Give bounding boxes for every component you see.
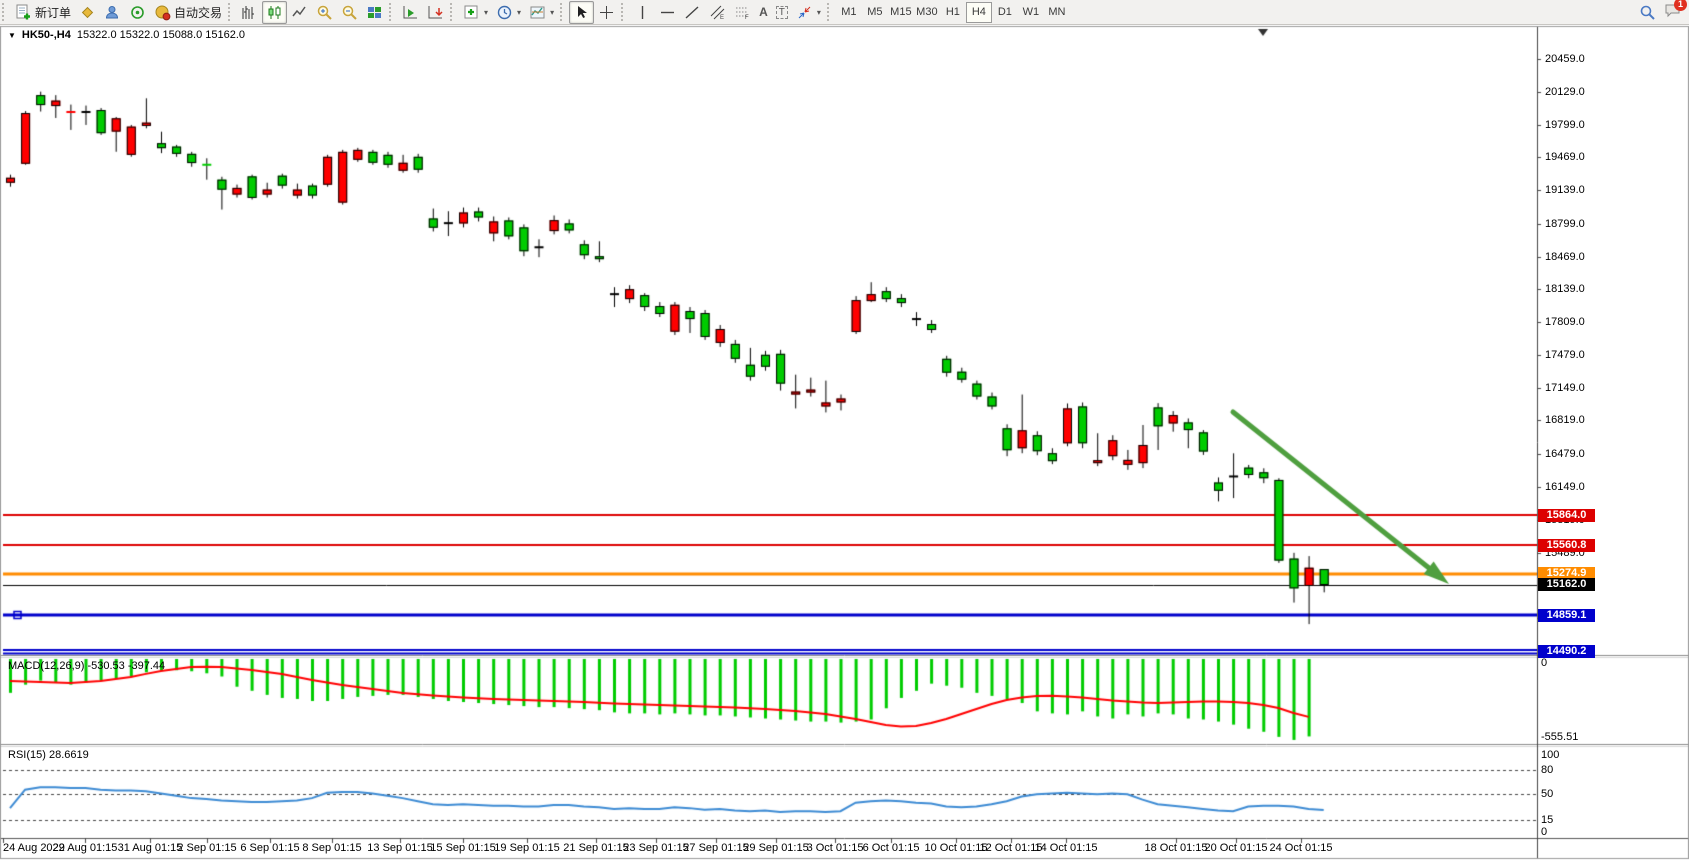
- chart-shift-button[interactable]: [423, 1, 448, 24]
- channel-button[interactable]: E: [705, 1, 730, 24]
- timeframe-button-m30[interactable]: M30: [916, 5, 938, 18]
- svg-text:E: E: [720, 15, 724, 21]
- tile-windows-icon: [366, 4, 383, 21]
- timeframe-button-w1[interactable]: W1: [1022, 5, 1040, 18]
- horizontal-line-icon: [659, 4, 676, 21]
- clock-icon: [496, 4, 513, 21]
- indicators-icon: [463, 4, 480, 21]
- autotrade-button[interactable]: 自动交易: [150, 1, 226, 24]
- fibonacci-button[interactable]: F: [730, 1, 755, 24]
- toolbar-grip: [389, 3, 396, 21]
- vertical-line-button[interactable]: [630, 1, 655, 24]
- crosshair-button[interactable]: [594, 1, 619, 24]
- zoom-out-icon: [341, 4, 358, 21]
- toolbar-grip: [621, 3, 628, 21]
- notification-badge: 1: [1674, 0, 1687, 11]
- templates-button[interactable]: ▾: [525, 1, 558, 24]
- candlestick-chart-button[interactable]: [262, 0, 288, 24]
- new-order-label: 新订单: [35, 5, 72, 20]
- signal-icon: [129, 4, 146, 21]
- toolbar-grip: [228, 3, 235, 21]
- dropdown-arrow-icon: ▾: [550, 7, 555, 17]
- timeframe-button-h1[interactable]: H1: [945, 5, 960, 18]
- cursor-arrow-icon: [573, 4, 590, 21]
- crosshair-icon: [598, 4, 615, 21]
- periods-button[interactable]: ▾: [492, 1, 525, 24]
- timeframe-button-mn[interactable]: MN: [1048, 5, 1066, 18]
- vertical-line-icon: [634, 4, 651, 21]
- navigator-button[interactable]: [75, 1, 100, 24]
- text-tool-icon: A: [759, 5, 768, 19]
- label-tool-icon: T: [775, 5, 788, 19]
- profile-button[interactable]: [100, 1, 125, 24]
- timeframe-button-m15[interactable]: M15: [890, 5, 912, 18]
- line-chart-button[interactable]: [287, 1, 312, 24]
- label-tool-button[interactable]: T: [772, 1, 792, 24]
- autotrade-robot-icon: [154, 4, 171, 21]
- zoom-in-icon: [316, 4, 333, 21]
- template-icon: [529, 4, 546, 21]
- zoom-in-button[interactable]: [312, 1, 337, 24]
- chat-button[interactable]: 1: [1664, 0, 1687, 22]
- new-order-button[interactable]: 新订单: [11, 1, 75, 24]
- trendline-button[interactable]: [680, 1, 705, 24]
- timeframe-button-h4[interactable]: H4: [965, 1, 992, 23]
- trendline-icon: [684, 4, 701, 21]
- horizontal-line-button[interactable]: [655, 1, 680, 24]
- new-order-icon: [15, 4, 32, 21]
- dropdown-arrow-icon: ▾: [484, 7, 489, 17]
- cursor-button[interactable]: [569, 0, 595, 24]
- equidistant-channel-icon: E: [709, 4, 726, 21]
- line-chart-icon: [291, 4, 308, 21]
- toolbar-grip: [826, 3, 834, 21]
- timeframe-button-m1[interactable]: M1: [841, 5, 857, 18]
- candlestick-icon: [266, 4, 283, 21]
- svg-text:F: F: [745, 15, 749, 21]
- main-toolbar: 新订单 自动交易: [0, 0, 1689, 25]
- arrows-tool-icon: [796, 4, 813, 21]
- toolbar-grip: [560, 3, 567, 21]
- dropdown-arrow-icon: ▾: [816, 7, 821, 17]
- auto-scroll-icon: [402, 4, 419, 21]
- text-tool-button[interactable]: A: [755, 1, 772, 24]
- toolbar-grip: [2, 3, 9, 21]
- tile-windows-button[interactable]: [362, 1, 387, 24]
- chart-shift-icon: [427, 4, 444, 21]
- indicators-button[interactable]: ▾: [459, 1, 492, 24]
- person-icon: [104, 4, 121, 21]
- auto-scroll-button[interactable]: [398, 1, 423, 24]
- autotrade-label: 自动交易: [174, 5, 223, 20]
- gold-diamond-icon: [79, 4, 96, 21]
- ohlc-bars-icon: [241, 4, 258, 21]
- dropdown-arrow-icon: ▾: [517, 7, 522, 17]
- timeframe-button-d1[interactable]: D1: [997, 5, 1012, 18]
- arrows-tool-button[interactable]: ▾: [792, 1, 825, 24]
- fibonacci-icon: F: [734, 4, 751, 21]
- signals-button[interactable]: [125, 1, 150, 24]
- search-icon[interactable]: [1639, 4, 1656, 21]
- timeframe-button-m5[interactable]: M5: [867, 5, 883, 18]
- toolbar-grip: [450, 3, 457, 21]
- zoom-out-button[interactable]: [337, 1, 362, 24]
- bar-chart-button[interactable]: [237, 1, 262, 24]
